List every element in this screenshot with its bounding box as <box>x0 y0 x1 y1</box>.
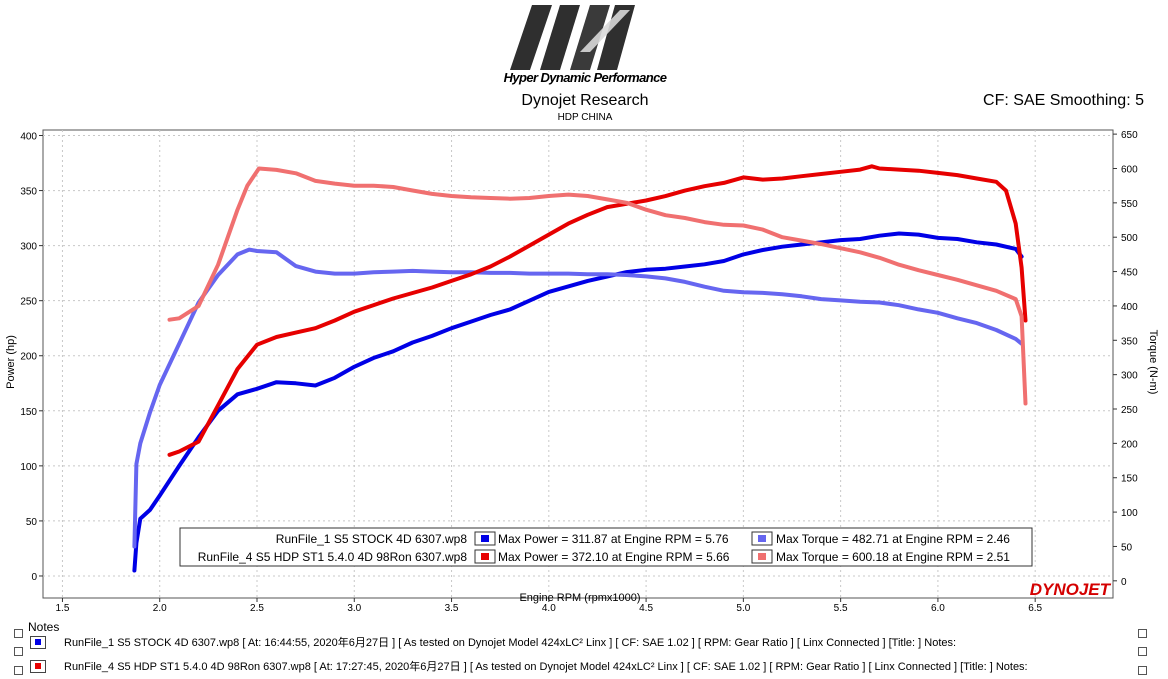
x-tick-label: 2.0 <box>153 603 167 614</box>
y-tick-label-left: 350 <box>20 187 37 198</box>
legend-run-1: RunFile_1 S5 STOCK 4D 6307.wp8 <box>276 532 468 546</box>
y-axis-label-left: Power (hp) <box>5 335 17 389</box>
x-tick-label: 6.5 <box>1028 603 1042 614</box>
y-tick-label-right: 600 <box>1121 164 1138 175</box>
legend-run-1-power: Max Power = 311.87 at Engine RPM = 5.76 <box>498 532 729 546</box>
y-tick-label-left: 0 <box>31 572 37 583</box>
x-tick-label: 6.0 <box>931 603 945 614</box>
series-line-0 <box>132 231 1024 573</box>
plot-area <box>42 129 1114 599</box>
note-text: RunFile_4 S5 HDP ST1 5.4.0 4D 98Ron 6307… <box>64 661 1028 673</box>
series <box>132 164 1028 573</box>
y-tick-label-left: 50 <box>26 517 38 528</box>
y-tick-label-left: 400 <box>20 132 37 143</box>
dyno-chart: 1.5 2.0 2.5 3.0 3.5 4.0 4.5 5.0 5.5 6.0 6.5 0 50 100 1… <box>5 129 1159 614</box>
x-tick-label: 4.5 <box>639 603 653 614</box>
notes-panel <box>0 620 1168 679</box>
note-color-swatch <box>30 635 46 649</box>
resize-handle-top-right[interactable] <box>1138 629 1147 638</box>
y-tick-label-right: 100 <box>1121 508 1138 519</box>
y-tick-label-right: 450 <box>1121 268 1138 279</box>
grid <box>43 130 1113 598</box>
y-tick-label-right: 350 <box>1121 336 1138 347</box>
ticks: 1.5 2.0 2.5 3.0 3.5 4.0 4.5 5.0 5.5 6.0 6.5 0 50 100 1… <box>20 130 1138 614</box>
note-text: RunFile_1 S5 STOCK 4D 6307.wp8 [ At: 16:… <box>64 637 957 649</box>
y-tick-label-left: 200 <box>20 352 37 363</box>
legend-run-4-power: Max Power = 372.10 at Engine RPM = 5.66 <box>498 550 730 564</box>
x-tick-label: 3.0 <box>347 603 361 614</box>
y-tick-label-left: 150 <box>20 407 37 418</box>
chart-subtitle: HDP CHINA <box>557 112 613 123</box>
note-row-1: RunFile_1 S5 STOCK 4D 6307.wp8 [ At: 16:… <box>30 634 956 650</box>
y-tick-label-left: 250 <box>20 297 37 308</box>
y-tick-label-right: 50 <box>1121 542 1133 553</box>
resize-handle-mid-right[interactable] <box>1138 647 1147 656</box>
dynojet-brand: DYNOJET <box>1030 580 1112 599</box>
note-row-2: RunFile_4 S5 HDP ST1 5.4.0 4D 98Ron 6307… <box>30 658 1028 674</box>
resize-handle-mid-left[interactable] <box>14 647 23 656</box>
resize-handle-top-left[interactable] <box>14 629 23 638</box>
x-tick-label: 5.0 <box>736 603 750 614</box>
y-tick-label-right: 300 <box>1121 371 1138 382</box>
x-tick-label: 1.5 <box>56 603 70 614</box>
correction-factor-label: CF: SAE Smoothing: 5 <box>983 92 1144 109</box>
y-tick-label-left: 100 <box>20 462 37 473</box>
x-tick-label: 5.5 <box>834 603 848 614</box>
y-tick-label-right: 550 <box>1121 199 1138 210</box>
series-line-1 <box>132 247 1024 549</box>
x-tick-label: 4.0 <box>542 603 556 614</box>
y-tick-label-right: 250 <box>1121 405 1138 416</box>
legend-run-4: RunFile_4 S5 HDP ST1 5.4.0 4D 98Ron 6307… <box>198 550 468 564</box>
x-tick-label: 2.5 <box>250 603 264 614</box>
y-tick-label-right: 0 <box>1121 577 1127 588</box>
hdp-logo <box>510 5 635 70</box>
x-tick-label: 3.5 <box>445 603 459 614</box>
notes-title: Notes <box>28 620 60 634</box>
x-axis-label: Engine RPM (rpmx1000) <box>519 592 640 604</box>
legend: RunFile_1 S5 STOCK 4D 6307.wp8 Max Power… <box>179 527 1033 567</box>
resize-handle-bottom-left[interactable] <box>14 666 23 675</box>
y-tick-label-right: 650 <box>1121 130 1138 141</box>
y-axis-label-right: Torque (N-m) <box>1147 330 1159 395</box>
legend-run-4-torque: Max Torque = 600.18 at Engine RPM = 2.51 <box>776 550 1010 564</box>
y-tick-label-right: 150 <box>1121 474 1138 485</box>
y-tick-label-left: 300 <box>20 242 37 253</box>
chart-title: Dynojet Research <box>521 92 649 109</box>
note-color-swatch <box>30 659 46 673</box>
resize-handle-bottom-right[interactable] <box>1138 666 1147 675</box>
y-tick-label-right: 200 <box>1121 439 1138 450</box>
legend-run-1-torque: Max Torque = 482.71 at Engine RPM = 2.46 <box>776 532 1010 546</box>
y-tick-label-right: 500 <box>1121 233 1138 244</box>
series-line-3 <box>167 166 1028 406</box>
logo-text: Hyper Dynamic Performance <box>503 70 667 85</box>
y-tick-label-right: 400 <box>1121 302 1138 313</box>
